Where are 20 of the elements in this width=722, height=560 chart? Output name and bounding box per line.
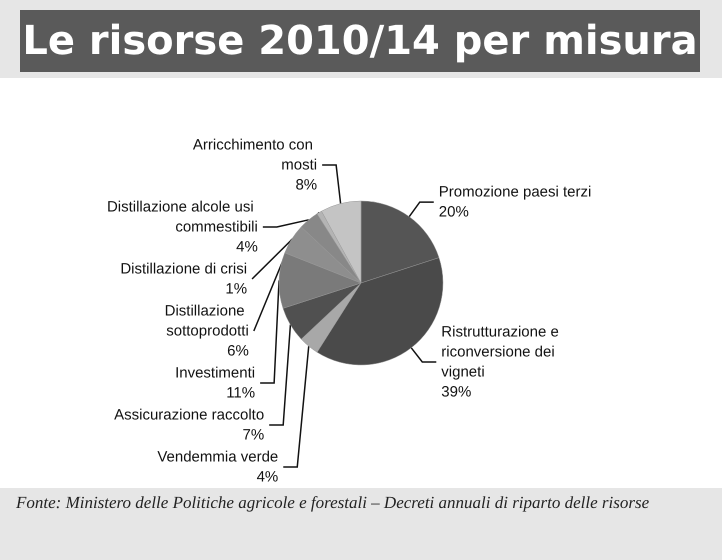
slice-label: Promozione paesi terzi <box>438 184 592 201</box>
data-label: 8% <box>295 176 318 194</box>
data-label: 20% <box>438 204 469 221</box>
data-label: 4% <box>256 468 278 486</box>
source-note: Fonte: Ministero delle Politiche agricole e forestali – Decreti annuali di riparto delle risorse <box>16 492 650 513</box>
slice-label: Ristrutturazione e riconversione dei vigneti <box>441 324 564 381</box>
slice-label: Distillazione di crisi <box>120 260 248 278</box>
slice-label: Distillazione alcole usi commestibili <box>106 198 258 236</box>
slice-label: Arricchimento con mosti <box>192 136 318 174</box>
slice-label: Vendemmia verde <box>157 448 278 466</box>
data-label: 39% <box>441 384 472 401</box>
data-label: 11% <box>226 384 256 402</box>
slice-label: Investimenti <box>175 364 256 382</box>
data-label: 4% <box>236 238 258 256</box>
data-label: 6% <box>227 342 249 360</box>
chart-title: Le risorse 2010/14 per misura <box>20 10 700 72</box>
slice-label: Distillazione sottoprodotti <box>164 302 249 340</box>
data-label: 1% <box>225 280 248 298</box>
data-label: 7% <box>242 426 264 444</box>
slice-label: Assicurazione raccolto <box>114 406 264 424</box>
